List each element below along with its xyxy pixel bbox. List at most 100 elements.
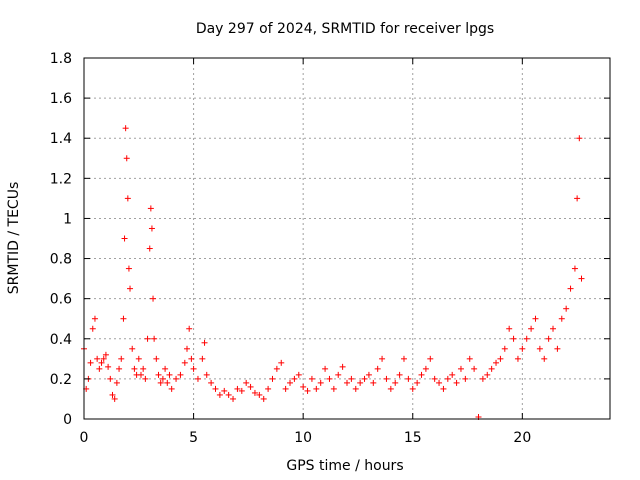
data-point (153, 355, 160, 362)
y-tick-label: 0.8 (50, 252, 72, 268)
data-point (510, 335, 517, 342)
data-point (142, 375, 149, 382)
data-point (501, 345, 508, 352)
x-axis-label: GPS time / hours (286, 458, 403, 474)
data-point (414, 379, 421, 386)
data-point (269, 375, 276, 382)
data-point (260, 395, 267, 402)
data-point (100, 355, 107, 362)
data-point (125, 265, 132, 272)
data-point (405, 375, 412, 382)
data-point (251, 389, 258, 396)
data-points (81, 125, 585, 420)
data-point (291, 375, 298, 382)
data-point (339, 363, 346, 370)
data-point (151, 335, 158, 342)
data-point (457, 365, 464, 372)
data-point (300, 383, 307, 390)
data-point (409, 385, 416, 392)
data-point (120, 315, 127, 322)
data-point (519, 345, 526, 352)
data-point (344, 379, 350, 386)
data-point (558, 315, 565, 322)
y-tick-label: 0.4 (50, 332, 72, 348)
y-tick-label: 1 (63, 211, 72, 227)
data-point (225, 391, 232, 398)
data-point (418, 371, 425, 378)
data-point (370, 379, 377, 386)
data-point (199, 355, 206, 362)
data-point (567, 285, 574, 292)
data-point (493, 359, 500, 366)
data-point (304, 387, 311, 394)
data-point (335, 371, 342, 378)
data-point (396, 371, 403, 378)
data-point (523, 335, 530, 342)
data-point (308, 375, 315, 382)
data-point (466, 355, 473, 362)
data-point (322, 365, 329, 372)
data-point (107, 375, 114, 382)
data-point (578, 275, 585, 282)
y-tick-label: 1.6 (50, 91, 72, 107)
data-point (379, 355, 386, 362)
data-point (317, 379, 324, 386)
data-point (287, 379, 294, 386)
data-point (453, 379, 460, 386)
data-point (159, 375, 166, 382)
data-point (374, 365, 381, 372)
data-point (488, 365, 495, 372)
data-point (427, 355, 434, 362)
y-tick-label: 0.6 (50, 292, 72, 308)
data-point (295, 371, 302, 378)
data-point (247, 383, 254, 390)
data-point (550, 325, 557, 332)
data-point (166, 371, 173, 378)
data-point (361, 375, 368, 382)
data-point (574, 195, 581, 202)
x-tick-label: 20 (513, 430, 531, 446)
data-point (173, 375, 180, 382)
data-point (221, 387, 228, 394)
data-point (155, 371, 162, 378)
data-point (109, 391, 116, 398)
data-point (431, 375, 438, 382)
data-point (536, 345, 543, 352)
data-point (392, 379, 399, 386)
data-point (129, 345, 136, 352)
data-point (313, 385, 320, 392)
tick-labels: 0 5 10 15 20 0 0.2 0.4 0.6 0.8 1 1.2 1.4 1.6 1.8 (50, 51, 532, 446)
data-point (326, 375, 333, 382)
data-point (216, 391, 223, 398)
data-point (265, 385, 272, 392)
data-point (131, 365, 138, 372)
data-point (256, 391, 263, 398)
data-point (184, 345, 191, 352)
data-point (352, 385, 359, 392)
data-point (123, 155, 130, 162)
data-point (471, 365, 478, 372)
x-tick-label: 15 (404, 430, 422, 446)
y-axis-label: SRMTID / TECUs (6, 182, 22, 295)
data-point (212, 385, 219, 392)
data-point (105, 363, 112, 370)
data-point (541, 355, 548, 362)
data-point (148, 225, 155, 232)
y-tick-label: 1.2 (50, 171, 72, 187)
y-tick-label: 0.2 (50, 372, 72, 388)
data-point (383, 375, 390, 382)
data-point (462, 375, 469, 382)
data-point (436, 379, 443, 386)
data-point (444, 375, 451, 382)
data-point (113, 379, 120, 386)
data-point (162, 365, 169, 372)
data-point (201, 339, 208, 346)
data-point (89, 325, 96, 332)
data-point (135, 355, 142, 362)
data-point (116, 365, 123, 372)
data-point (118, 355, 125, 362)
data-point (147, 205, 154, 212)
x-tick-label: 0 (80, 430, 89, 446)
data-point (528, 325, 535, 332)
